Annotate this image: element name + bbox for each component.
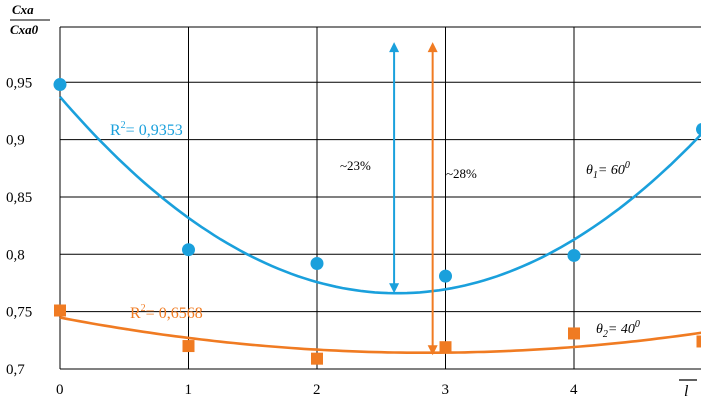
legend-theta1: θ1= 600 [586, 160, 630, 181]
arrow-head-top-2 [427, 42, 438, 53]
legend-theta2: θ2= 400 [596, 319, 640, 340]
x-axis-label: l [679, 379, 697, 397]
y-axis-label-denominator: Cxa0 [10, 22, 39, 37]
data-point-series1 [567, 248, 581, 262]
data-point-series1 [696, 122, 701, 136]
data-point-series2 [311, 352, 323, 365]
y-tick-label: 0,9 [6, 133, 25, 149]
tick-labels: 0,95 0,9 0,85 0,8 0,75 0,7 0 1 2 3 4 [6, 75, 578, 397]
data-point-series2 [54, 304, 66, 317]
x-tick-label: 0 [56, 382, 64, 397]
y-tick-label: 0,8 [6, 247, 25, 263]
difference-arrows [389, 42, 438, 356]
arrow-head-bottom-1 [389, 283, 400, 294]
x-tick-label: 3 [442, 382, 450, 397]
arrow-head-top-1 [389, 42, 400, 53]
data-points [53, 78, 701, 365]
x-tick-label: 1 [185, 382, 193, 397]
x-tick-label: 2 [313, 382, 321, 397]
y-tick-label: 0,95 [6, 75, 32, 91]
x-tick-label: 4 [570, 382, 578, 397]
y-axis-label-numerator: Cxa [12, 2, 34, 17]
arrow-head-bottom-2 [427, 345, 438, 356]
data-point-series1 [53, 78, 67, 92]
annotation-28-percent: ~28% [446, 166, 477, 181]
r2-label-blue: R2= 0,9353 [110, 120, 183, 139]
trend-line-1 [59, 95, 701, 295]
data-point-series1 [439, 269, 452, 283]
x-axis-label-text: l [684, 383, 689, 397]
data-point-series1 [182, 243, 195, 257]
y-tick-label: 0,75 [6, 305, 32, 321]
r2-label-orange: R2= 0,6568 [130, 303, 203, 322]
trend-line-2 [59, 316, 701, 354]
y-tick-label: 0,85 [6, 190, 32, 206]
y-tick-label: 0,7 [6, 362, 25, 378]
data-point-series1 [310, 256, 324, 270]
data-point-series2 [182, 340, 195, 353]
trend-lines [59, 95, 701, 354]
data-point-series2 [439, 341, 452, 354]
y-axis-label: Cxa Cxa0 [10, 2, 50, 37]
data-point-series2 [696, 335, 701, 348]
data-point-series2 [568, 327, 580, 340]
annotation-23-percent: ~23% [340, 158, 371, 173]
